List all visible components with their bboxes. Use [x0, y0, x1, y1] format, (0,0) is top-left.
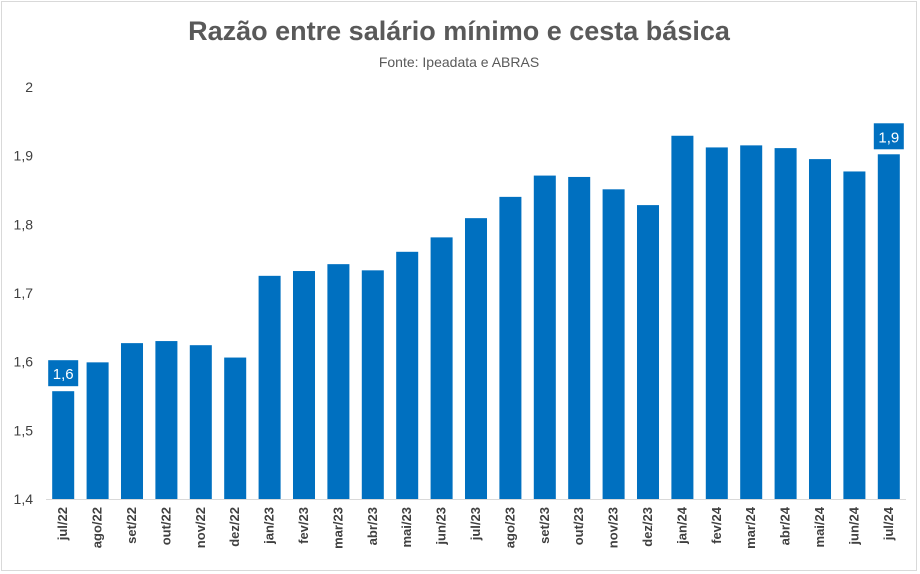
x-tick-label: out/22 [158, 507, 173, 545]
bar [396, 251, 419, 499]
bar [464, 218, 488, 500]
x-tick-label: nov/22 [193, 507, 208, 548]
x-tick-label: jul/23 [468, 507, 483, 541]
x-tick-label: dez/23 [640, 507, 655, 547]
x-tick-label: dez/22 [227, 507, 242, 547]
bar [774, 148, 797, 499]
bar [86, 362, 109, 499]
bar [740, 145, 763, 499]
bar [52, 391, 75, 499]
x-tick-label: fev/23 [296, 507, 311, 544]
bar [258, 275, 281, 499]
y-tick-label: 1,7 [14, 285, 34, 301]
bar [843, 171, 866, 499]
bar [808, 159, 832, 499]
x-tick-label: mai/24 [812, 506, 827, 547]
bar [533, 175, 556, 499]
bar [499, 196, 522, 499]
bar [671, 135, 694, 499]
y-tick-label: 1,5 [14, 422, 34, 438]
bar [327, 264, 350, 499]
x-tick-label: ago/23 [502, 507, 517, 548]
data-label: 1,9 [878, 129, 899, 146]
y-tick-label: 1,4 [14, 491, 34, 507]
x-tick-label: jan/24 [674, 506, 689, 545]
x-tick-label: jul/22 [55, 507, 70, 541]
x-tick-label: out/23 [571, 507, 586, 545]
bar [120, 343, 144, 499]
bar [292, 271, 316, 499]
bar [705, 147, 728, 499]
x-tick-label: mar/24 [743, 506, 758, 549]
x-tick-label: jan/23 [262, 507, 277, 545]
data-label: 1,6 [53, 366, 74, 383]
chart-title: Razão entre salário mínimo e cesta básic… [188, 16, 730, 46]
bar [155, 341, 178, 499]
bar [568, 176, 591, 499]
x-tick-label: set/23 [537, 507, 552, 544]
bar [430, 237, 453, 499]
y-tick-label: 1,8 [14, 216, 34, 232]
chart-subtitle: Fonte: Ipeadata e ABRAS [378, 54, 540, 70]
x-tick-label: fev/24 [709, 506, 724, 544]
bar [877, 154, 900, 499]
x-tick-label: abr/24 [778, 506, 793, 545]
bar [224, 357, 247, 499]
x-tick-label: jun/23 [434, 507, 449, 546]
data-label-box [48, 360, 79, 387]
x-tick-label: mai/23 [399, 507, 414, 547]
bar [189, 345, 212, 499]
data-label-box [873, 123, 904, 150]
y-tick-label: 2 [25, 79, 33, 95]
y-tick-label: 1,6 [14, 354, 34, 370]
bar [361, 270, 384, 499]
x-tick-label: jul/24 [881, 506, 896, 541]
x-tick-label: mar/23 [330, 507, 345, 549]
x-tick-label: set/22 [124, 507, 139, 544]
x-tick-label: nov/23 [606, 507, 621, 548]
y-tick-label: 1,9 [14, 148, 34, 164]
x-tick-label: abr/23 [365, 507, 380, 545]
bar [602, 189, 625, 499]
x-tick-label: ago/22 [90, 507, 105, 548]
bar [636, 205, 660, 499]
x-tick-label: jun/24 [846, 506, 861, 545]
